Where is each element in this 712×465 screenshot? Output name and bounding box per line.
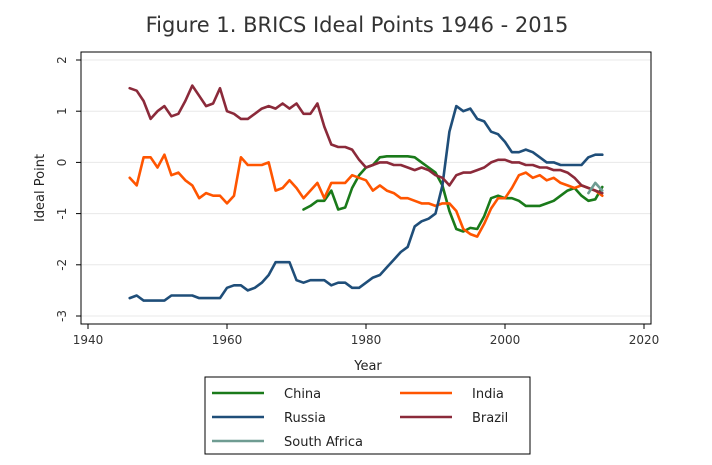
legend: China India Russia Brazil South Africa bbox=[204, 376, 531, 455]
series-line-china bbox=[302, 155, 604, 233]
y-axis: -3 -2 -1 0 1 2 bbox=[55, 56, 81, 322]
x-tick-label-0: 1940 bbox=[73, 333, 104, 347]
legend-label-china: China bbox=[284, 387, 321, 402]
legend-label-south-africa: South Africa bbox=[284, 435, 363, 450]
chart-title: Figure 1. BRICS Ideal Points 1946 - 2015 bbox=[146, 13, 569, 37]
y-tick-label-2: -1 bbox=[55, 208, 69, 220]
series-line-brazil bbox=[128, 84, 604, 195]
y-tick-label-1: -2 bbox=[55, 259, 69, 271]
legend-label-russia: Russia bbox=[284, 411, 326, 426]
legend-label-india: India bbox=[472, 387, 504, 402]
y-tick-label-3: 0 bbox=[55, 159, 69, 167]
y-tick-label-4: 1 bbox=[55, 107, 69, 115]
series-line-russia bbox=[128, 104, 604, 302]
series-line-india bbox=[128, 153, 604, 238]
x-tick-label-3: 2000 bbox=[490, 333, 521, 347]
x-axis: 1940 1960 1980 2000 2020 bbox=[73, 324, 660, 347]
legend-label-brazil: Brazil bbox=[472, 411, 508, 426]
x-tick-label-2: 1980 bbox=[351, 333, 382, 347]
x-tick-label-1: 1960 bbox=[212, 333, 243, 347]
x-axis-label: Year bbox=[353, 359, 382, 374]
series-line-south-africa bbox=[587, 181, 604, 195]
y-tick-label-0: -3 bbox=[55, 310, 69, 322]
series-lines bbox=[128, 84, 604, 302]
y-axis-label: Ideal Point bbox=[33, 154, 48, 222]
y-tick-label-5: 2 bbox=[55, 56, 69, 64]
x-tick-label-4: 2020 bbox=[629, 333, 660, 347]
